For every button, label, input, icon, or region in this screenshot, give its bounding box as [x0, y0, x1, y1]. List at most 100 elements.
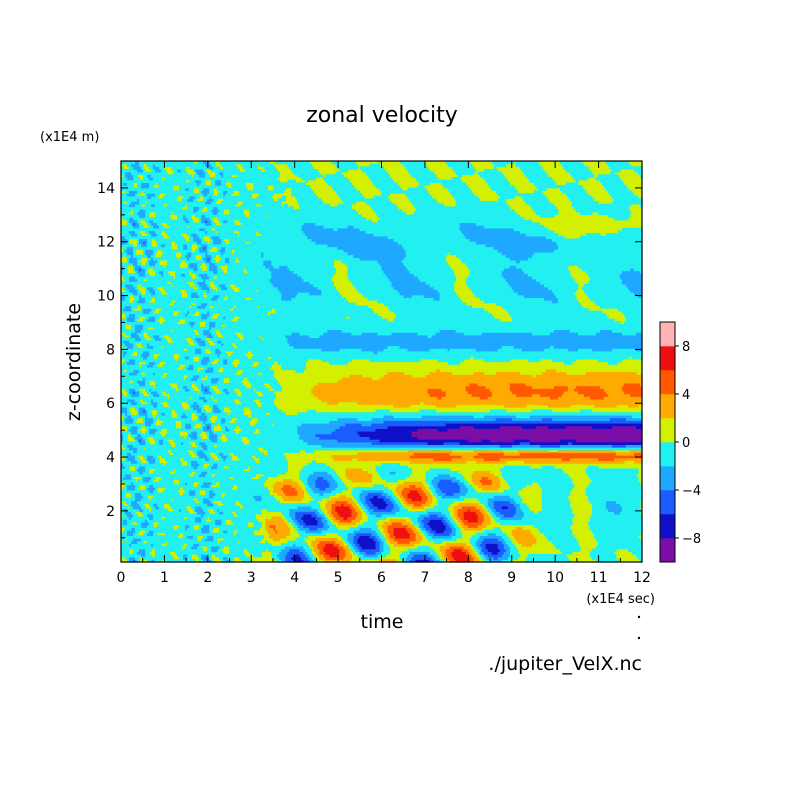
contour-cell [211, 540, 214, 544]
contour-cell [265, 543, 268, 547]
contour-cell [145, 548, 148, 552]
contour-cell [297, 537, 300, 542]
contour-cell [127, 556, 130, 560]
contour-cell [489, 556, 493, 560]
contour-cell [249, 519, 252, 523]
contour-cell [167, 559, 170, 563]
contour-cell [235, 543, 238, 547]
contour-cell [345, 519, 349, 523]
contour-cell [609, 545, 613, 550]
contour-cell [391, 559, 395, 563]
contour-cell [181, 553, 184, 558]
contour-cell [241, 543, 244, 547]
contour-cell [493, 527, 497, 531]
contour-cell [619, 529, 623, 534]
contour-cell [389, 519, 393, 523]
contour-cell [165, 508, 168, 512]
contour-cell [221, 543, 224, 547]
contour-cell [621, 535, 625, 539]
contour-cell [601, 548, 605, 552]
plot-area [120, 160, 643, 563]
contour-cell [249, 532, 252, 536]
contour-cell [397, 532, 401, 536]
contour-cell [233, 524, 236, 528]
contour-cell [409, 524, 413, 528]
contour-cell [323, 543, 326, 547]
contour-cell [439, 548, 443, 552]
contour-cell [191, 527, 194, 531]
contour-cell [375, 524, 379, 528]
contour-cell [205, 556, 208, 560]
contour-cell [139, 527, 142, 531]
contour-cell [207, 551, 210, 555]
contour-cell [327, 548, 330, 552]
contour-cell [303, 535, 306, 539]
contour-cell [409, 556, 413, 560]
contour-cell [597, 551, 601, 555]
contour-cell [407, 553, 411, 558]
contour-cell [251, 527, 254, 531]
contour-cell [493, 553, 497, 558]
contour-cell [173, 540, 176, 544]
contour-cell [507, 545, 511, 550]
contour-cell [485, 551, 489, 555]
contour-cell [419, 527, 423, 531]
contour-cell [205, 559, 208, 563]
contour-cell [373, 545, 377, 550]
contour-cell [243, 540, 246, 544]
contour-cell [353, 521, 357, 526]
contour-cell [393, 535, 397, 539]
contour-cell [149, 543, 152, 547]
contour-cell [631, 532, 635, 536]
contour-cell [501, 553, 505, 558]
contour-cell [475, 537, 479, 542]
contour-cell [181, 559, 184, 563]
contour-cell [567, 548, 571, 552]
contour-cell [457, 527, 461, 531]
contour-cell [147, 559, 150, 563]
contour-cell [129, 559, 132, 563]
contour-cell [195, 545, 198, 550]
contour-cell [177, 543, 180, 547]
contour-cell [245, 519, 248, 523]
contour-cell [427, 524, 431, 528]
contour-cell [343, 553, 347, 558]
contour-cell [469, 524, 473, 528]
contour-cell [185, 527, 188, 531]
contour-cell [587, 521, 591, 526]
contour-cell [175, 521, 178, 526]
contour-cell [129, 556, 132, 560]
contour-cell [343, 529, 347, 534]
contour-cell [307, 548, 310, 552]
contour-cell [227, 527, 230, 531]
contour-cell [545, 529, 549, 534]
contour-cell [147, 543, 150, 547]
contour-cell [355, 527, 359, 531]
contour-cell [169, 524, 172, 528]
contour-cell [279, 529, 282, 534]
contour-cell [189, 532, 192, 536]
contour-cell [319, 548, 322, 552]
contour-cell [121, 548, 124, 552]
contour-cell [159, 543, 162, 547]
contour-cell [355, 519, 359, 523]
contour-cell [413, 551, 417, 555]
contour-cell [179, 543, 182, 547]
contour-cell [151, 543, 154, 547]
contour-cell [597, 529, 601, 534]
contour-cell [275, 527, 278, 531]
contour-cell [601, 540, 605, 544]
contour-cell [589, 551, 593, 555]
contour-cell [521, 529, 525, 534]
contour-cell [213, 540, 216, 544]
contour-cell [573, 540, 577, 544]
contour-cell [477, 540, 481, 544]
contour-cell [199, 527, 202, 531]
contour-cell [299, 532, 302, 536]
contour-cell [399, 532, 403, 536]
contour-cell [223, 519, 226, 523]
contour-cell [363, 521, 367, 526]
contour-cell [605, 553, 609, 558]
contour-cell [549, 521, 553, 526]
contour-cell [207, 553, 210, 558]
